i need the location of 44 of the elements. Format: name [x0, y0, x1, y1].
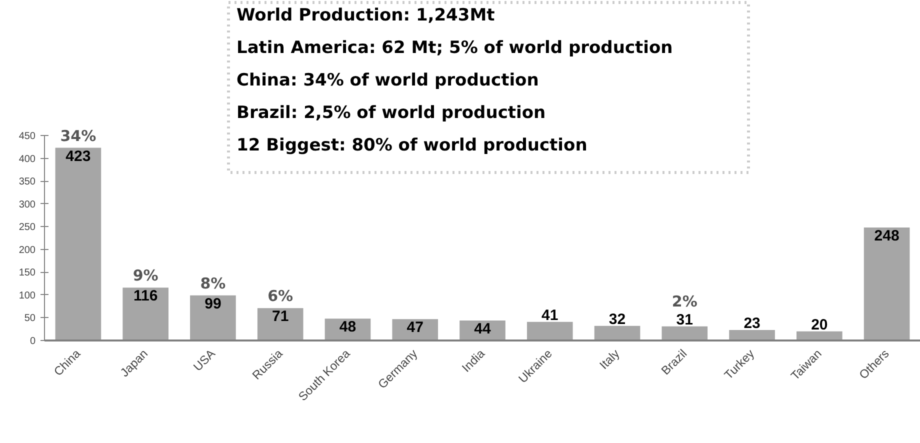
bar: [729, 330, 775, 340]
data-label: 99: [204, 295, 222, 312]
bar: [122, 288, 168, 340]
y-tick-label: 100: [18, 290, 36, 302]
text: Brazil: 2,5% of world production: [236, 103, 546, 123]
annotation: 8%: [200, 274, 226, 292]
bar: [257, 308, 304, 340]
annotation: 34%: [60, 126, 96, 145]
y-tick-label: 350: [18, 176, 36, 188]
annotation: 2%: [672, 292, 698, 310]
y-tick-label: 300: [18, 199, 36, 210]
text: Latin America: 62 Mt; 5% of world production: [236, 38, 673, 58]
bar: [662, 326, 708, 340]
data-label: 423: [66, 148, 91, 165]
data-label: 47: [406, 319, 424, 336]
y-tick-label: 150: [18, 268, 36, 279]
text: China: 34% of world production: [236, 70, 539, 90]
annotation: 12 Biggest: 80% of world production: [236, 136, 588, 156]
data-label: 41: [542, 306, 558, 324]
bar: [526, 322, 573, 340]
data-label: 48: [339, 318, 356, 336]
x-tick-label: Italy: [596, 346, 622, 372]
data-label: 31: [676, 311, 693, 328]
y-tick-label: 50: [24, 313, 36, 324]
y-tick-label: 250: [18, 222, 36, 234]
data-label: 44: [474, 320, 492, 338]
data-label: 71: [272, 308, 289, 326]
data-label: 116: [133, 288, 158, 305]
x-tick-label: USA: [190, 346, 218, 374]
y-tick-label: 0: [30, 336, 36, 347]
data-label: 23: [744, 315, 760, 332]
bar: [190, 295, 236, 340]
y-tick-label: 450: [18, 131, 36, 142]
bar: [594, 326, 640, 340]
data-label: 20: [811, 316, 828, 334]
text: World Production: 1,243Mt: [236, 6, 495, 26]
annotation: 6%: [268, 287, 294, 306]
data-label: 32: [608, 310, 626, 328]
y-tick-label: 400: [18, 154, 36, 165]
annotation: 9%: [132, 266, 158, 285]
bar: [55, 148, 102, 340]
bar: [864, 228, 910, 340]
y-tick-label: 200: [18, 244, 36, 256]
data-label: 248: [874, 228, 900, 245]
